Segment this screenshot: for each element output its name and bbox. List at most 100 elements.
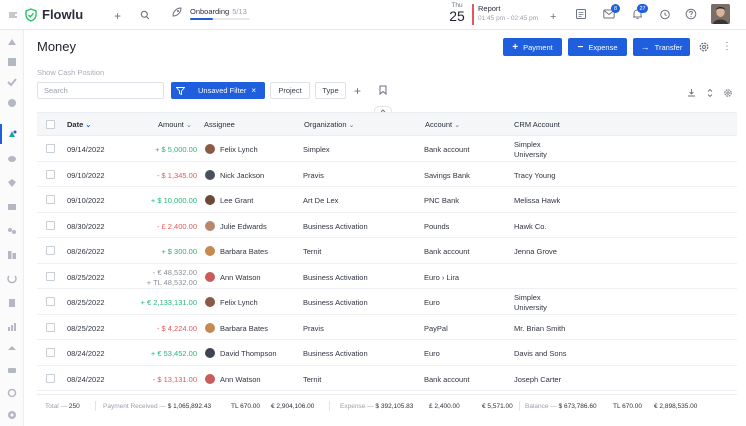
help-icon[interactable] [685,8,697,20]
sidebar-apps-icon[interactable] [5,342,19,356]
cell-organization[interactable]: Simplex [303,145,330,154]
add-filter-icon[interactable]: + [354,84,362,98]
table-row[interactable]: 09/10/2022 + $ 10,000.00 Lee Grant Art De L… [37,187,737,213]
bookmark-icon[interactable] [379,85,387,95]
clear-filter-icon[interactable]: × [251,86,257,95]
sidebar-dashboard-icon[interactable] [5,35,19,49]
cell-organization[interactable]: Business Activation [303,272,368,282]
row-checkbox[interactable] [46,220,55,230]
cell-organization[interactable]: Ternit [303,247,322,256]
sidebar-reports-icon[interactable] [5,320,19,334]
sidebar-money-icon[interactable] [5,127,19,141]
cell-crm-account-line2[interactable]: University [514,150,547,159]
cell-organization[interactable]: Ternit [303,374,322,384]
sidebar-settings-icon[interactable] [5,408,19,422]
download-icon[interactable] [687,88,696,97]
row-checkbox[interactable] [46,144,55,153]
cell-assignee[interactable]: Nick Jackson [220,170,265,180]
cell-crm-account[interactable]: Mr. Brian Smith [514,323,566,333]
table-row[interactable]: 08/25/2022 + € 2,133,131.00 Felix Lynch Bus… [37,289,737,315]
table-row[interactable]: 09/10/2022 - $ 1,345.00 Nick Jackson Pravis… [37,162,737,187]
row-checkbox[interactable] [46,169,55,179]
cell-assignee[interactable]: David Thompson [220,349,277,358]
cell-assignee[interactable]: Ann Watson [220,374,261,384]
cell-assignee[interactable]: Felix Lynch [220,298,258,307]
column-header-amount[interactable]: Amount ⌄ [158,120,192,129]
row-checkbox[interactable] [46,373,55,383]
column-header-crm-account[interactable]: CRM Account [514,120,560,129]
row-checkbox[interactable] [46,271,55,281]
timer-icon[interactable] [659,8,671,20]
table-row[interactable]: 08/25/2022 - $ 4,224.00 Barbara Bates Pravi… [37,315,737,340]
cell-crm-account[interactable]: Davis and Sons [514,349,567,358]
search-icon[interactable] [140,10,150,20]
type-filter[interactable]: Type [315,82,346,99]
row-checkbox[interactable] [46,297,55,306]
row-checkbox[interactable] [46,195,55,204]
show-cash-position-link[interactable]: Show Cash Position [37,68,105,77]
cell-crm-account[interactable]: Hawk Co. [514,221,547,231]
cell-assignee[interactable]: Barbara Bates [220,323,268,333]
sidebar-tasks-icon[interactable] [5,75,19,89]
unsaved-filter-button[interactable]: Unsaved Filter × [171,82,265,99]
table-row[interactable]: 09/14/2022 + $ 5,000.00 Felix Lynch Simplex… [37,136,737,162]
cell-organization[interactable]: Pravis [303,323,324,333]
column-header-assignee[interactable]: Assignee [204,120,235,129]
payment-button[interactable]: + Payment [503,38,562,56]
table-row[interactable]: 08/25/2022 - € 48,532.00 + TL 48,532.00 Ann… [37,264,737,289]
logo[interactable]: Flowlu [24,7,83,22]
table-settings-icon[interactable] [723,88,733,98]
event-title[interactable]: Report [478,4,501,13]
more-vertical-icon[interactable]: ⋮ [722,41,732,52]
cell-assignee[interactable]: Felix Lynch [220,145,258,154]
sidebar-knowledge-icon[interactable] [5,200,19,214]
gear-icon[interactable] [698,41,710,53]
sidebar-products-icon[interactable] [5,176,19,190]
add-icon[interactable]: + [114,9,122,23]
table-row[interactable]: 08/26/2022 + $ 300.00 Barbara Bates Ternit B… [37,238,737,264]
expand-icon[interactable] [706,88,714,98]
sidebar-mindmap-icon[interactable] [5,386,19,400]
cell-assignee[interactable]: Lee Grant [220,196,254,205]
cell-crm-account-line2[interactable]: University [514,303,547,312]
cell-crm-account[interactable]: Melissa Hawk [514,196,561,205]
table-row[interactable]: 08/30/2022 - £ 2,400.00 Julie Edwards Busin… [37,213,737,238]
cell-organization[interactable]: Art De Lex [303,196,339,205]
transfer-button[interactable]: → Transfer [633,38,690,56]
select-all-checkbox[interactable] [46,120,55,129]
table-row[interactable]: 08/24/2022 - $ 13,131.00 Ann Watson Ternit B… [37,366,737,391]
cell-crm-account[interactable]: Simplex [514,140,541,149]
sidebar-invoices-icon[interactable] [5,152,19,166]
sidebar-files-icon[interactable] [5,296,19,310]
cell-crm-account[interactable]: Simplex [514,293,541,302]
notes-icon[interactable] [575,8,587,20]
row-checkbox[interactable] [46,348,55,357]
cell-organization[interactable]: Business Activation [303,349,368,358]
cell-crm-account[interactable]: Jenna Grove [514,247,557,256]
add-event-icon[interactable]: + [550,11,557,23]
onboarding-widget[interactable] [170,6,183,19]
table-row[interactable]: 08/24/2022 + € 53,452.00 David Thompson Bus… [37,340,737,366]
cell-assignee[interactable]: Barbara Bates [220,247,268,256]
sidebar-crm-icon[interactable] [5,96,19,110]
project-filter[interactable]: Project [270,82,310,99]
sidebar-calendar-icon[interactable] [5,272,19,286]
menu-collapse-icon[interactable] [8,10,18,20]
user-avatar[interactable] [711,4,730,24]
cell-assignee[interactable]: Ann Watson [220,272,261,282]
cell-crm-account[interactable]: Joseph Carter [514,374,562,384]
column-header-date[interactable]: Date ⌄ [67,120,91,129]
cell-crm-account[interactable]: Tracy Young [514,170,556,180]
calendar-date[interactable]: Thu 25 [444,2,470,23]
row-checkbox[interactable] [46,246,55,255]
column-header-organization[interactable]: Organization ⌄ [304,120,355,129]
expense-button[interactable]: − Expense [568,38,627,56]
search-input[interactable]: Search [37,82,164,99]
cell-organization[interactable]: Business Activation [303,298,368,307]
cell-organization[interactable]: Pravis [303,170,324,180]
sidebar-projects-icon[interactable] [5,55,19,69]
cell-assignee[interactable]: Julie Edwards [220,221,267,231]
sidebar-team-icon[interactable] [5,224,19,238]
sidebar-agile-icon[interactable] [5,248,19,262]
column-header-account[interactable]: Account ⌄ [425,120,460,129]
